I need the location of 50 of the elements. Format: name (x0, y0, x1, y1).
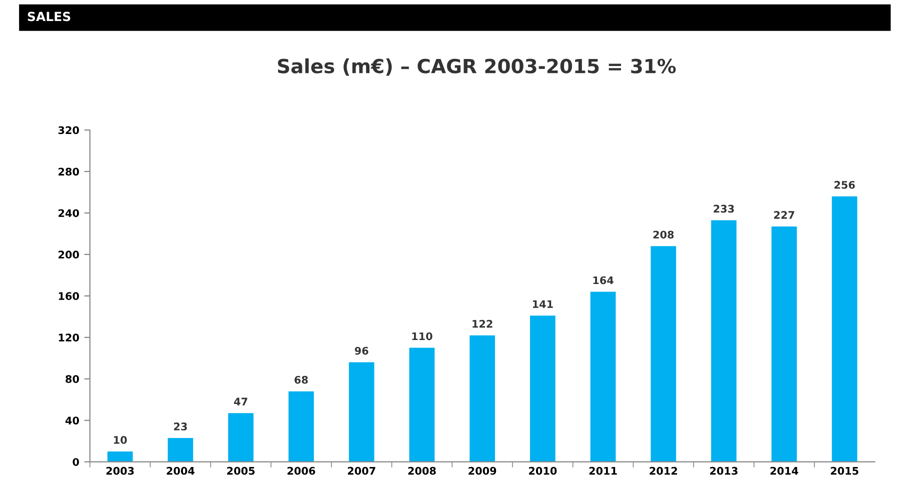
data-label: 47 (234, 398, 248, 406)
y-tick-label: 280 (58, 168, 79, 176)
bar (470, 335, 495, 462)
data-label: 23 (174, 422, 187, 430)
x-tick-label: 2011 (589, 466, 617, 475)
y-tick-label: 240 (58, 209, 79, 218)
x-tick-label: 2004 (166, 466, 194, 475)
chart-title: Sales (m€) – CAGR 2003-2015 = 31% (278, 58, 676, 76)
x-tick-label: 2007 (348, 466, 376, 475)
data-label: 122 (472, 320, 492, 328)
bar (107, 451, 133, 462)
x-tick-label: 2006 (288, 466, 316, 475)
data-label: 110 (412, 332, 432, 340)
bar (409, 348, 435, 462)
y-tick-label: 0 (72, 458, 79, 466)
y-tick-label: 80 (66, 375, 79, 383)
y-tick-label: 200 (58, 250, 79, 259)
text: SALES (28, 12, 70, 22)
bar (288, 391, 314, 462)
data-label: 96 (354, 346, 368, 355)
x-tick-label: 2012 (650, 466, 678, 475)
data-label: 10 (114, 436, 127, 444)
y-tick-label: 40 (65, 416, 79, 424)
y-tick-label: 160 (58, 292, 79, 300)
y-tick-label: 120 (58, 334, 79, 342)
bar (168, 438, 194, 462)
x-tick-label: 2008 (408, 466, 436, 475)
x-tick-label: 2010 (529, 466, 557, 475)
data-label: 141 (532, 300, 553, 308)
data-label: 227 (774, 211, 794, 219)
bar (832, 196, 858, 462)
x-tick-label: 2003 (106, 466, 134, 475)
bar (530, 316, 556, 462)
x-tick-label: 2015 (830, 466, 858, 475)
bar (650, 246, 676, 462)
bar (228, 413, 254, 462)
bar (590, 292, 616, 462)
data-label: 68 (294, 376, 308, 384)
data-label: 164 (593, 276, 614, 284)
x-tick-label: 2009 (468, 466, 496, 475)
y-tick-label: 320 (58, 126, 79, 134)
bar (711, 220, 736, 462)
data-label: 233 (714, 204, 734, 213)
bar (771, 226, 797, 462)
x-tick-label: 2014 (770, 466, 798, 475)
data-label: 256 (834, 180, 855, 189)
bar (348, 362, 374, 462)
data-label: 208 (653, 230, 674, 239)
x-tick-label: 2005 (227, 466, 255, 475)
x-tick-label: 2013 (710, 466, 738, 475)
